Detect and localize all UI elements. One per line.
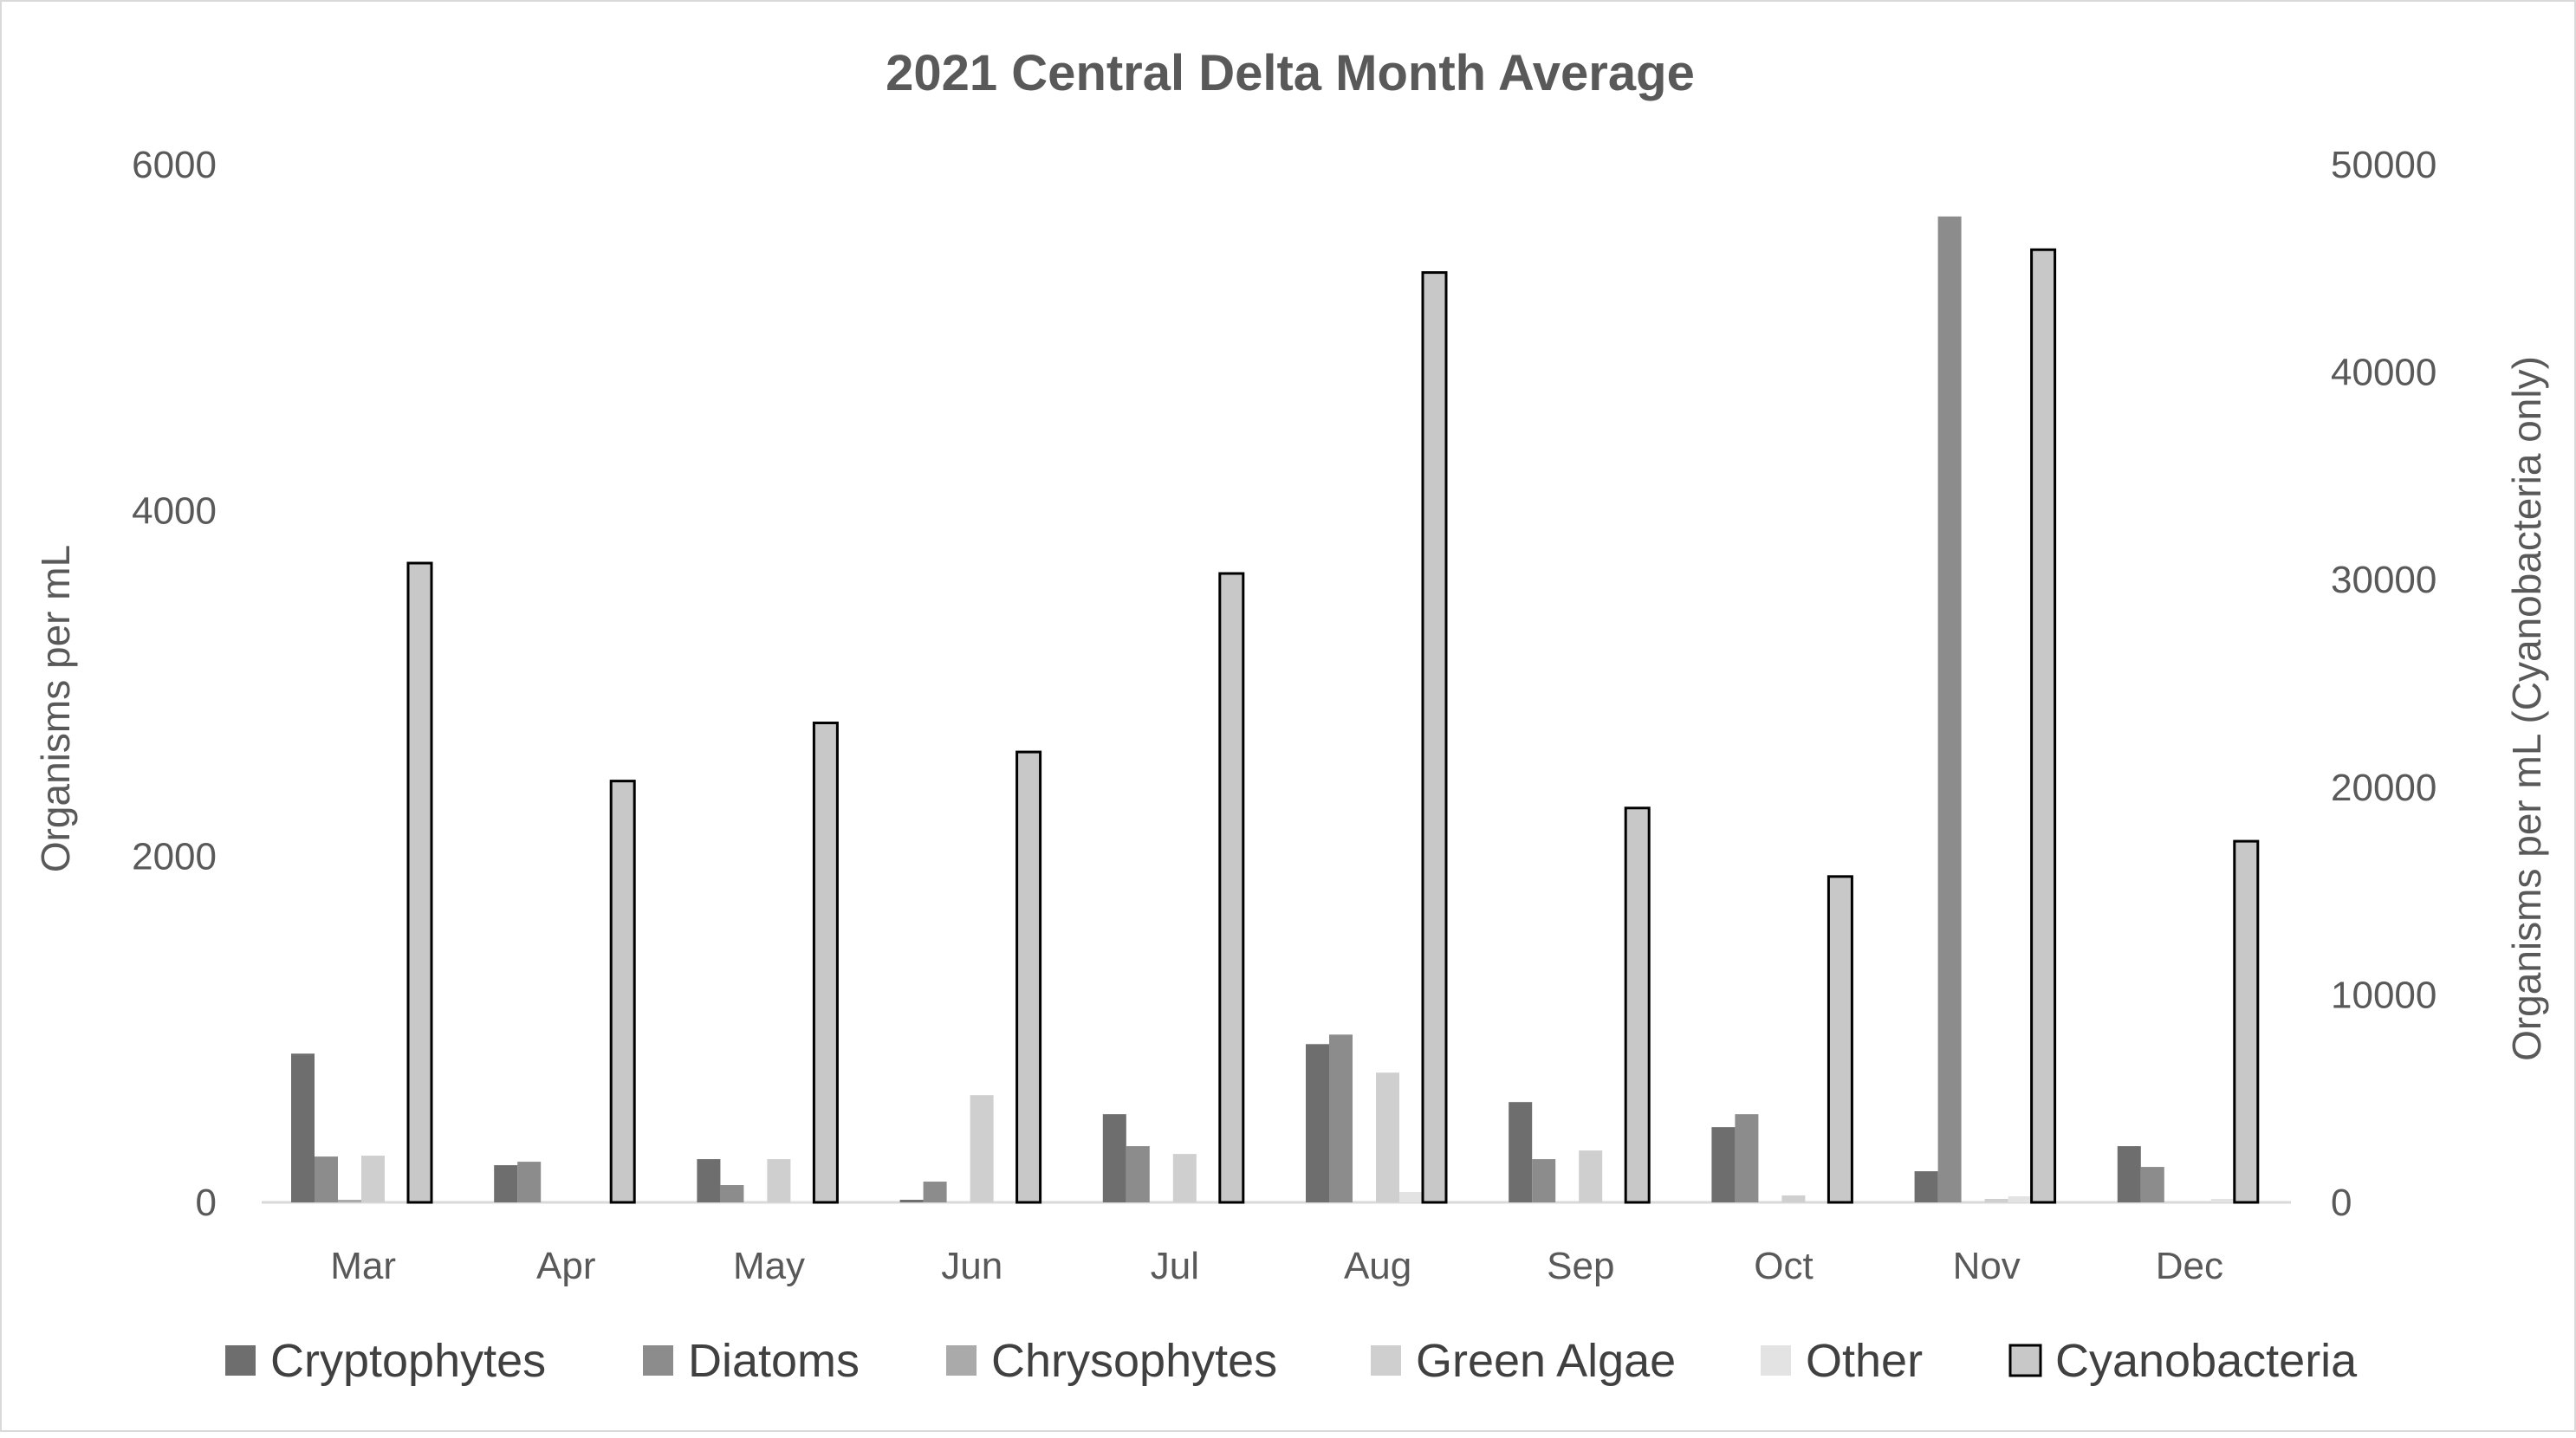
left-y-tick-label: 6000 — [132, 144, 217, 186]
bar-cyanobacteria-mar — [406, 561, 433, 1204]
left-y-tick-label: 4000 — [132, 489, 217, 532]
legend-label: Chrysophytes — [991, 1335, 1277, 1387]
legend-swatch-other — [1761, 1345, 1791, 1376]
bar-cryptophytes-aug — [1306, 1044, 1329, 1202]
bar-cyanobacteria-nov — [2030, 248, 2057, 1204]
bar-diatoms-nov — [1937, 216, 1962, 1202]
bar-cyanobacteria-apr — [609, 780, 636, 1204]
right-y-tick-label: 20000 — [2331, 767, 2436, 809]
bar-cryptophytes-dec — [2117, 1146, 2141, 1202]
bar-cryptophytes-oct — [1711, 1127, 1736, 1202]
right-y-tick-label: 0 — [2331, 1182, 2352, 1224]
right-y-tick-label: 40000 — [2331, 352, 2436, 394]
x-tick-label: Aug — [1344, 1245, 1411, 1287]
right-y-axis-label: Organisms per mL (Cyanobacteria only) — [2504, 356, 2549, 1061]
right-y-tick-label: 10000 — [2331, 974, 2436, 1016]
bars-group — [291, 216, 2260, 1204]
bar-other-nov — [2008, 1196, 2032, 1202]
bar-diatoms-apr — [517, 1162, 542, 1202]
bar-cyanobacteria-sep — [1624, 806, 1651, 1204]
bar-diatoms-jun — [923, 1182, 947, 1202]
x-tick-label: Dec — [2156, 1245, 2223, 1287]
x-tick-label: Oct — [1754, 1245, 1813, 1287]
left-y-tick-label: 0 — [196, 1182, 217, 1224]
legend-swatch-chrysophytes — [946, 1345, 977, 1376]
legend-swatch-diatoms — [643, 1345, 673, 1376]
bar-green-algae-aug — [1376, 1072, 1399, 1202]
bar-green-algae-nov — [1984, 1199, 2008, 1202]
bar-cryptophytes-sep — [1509, 1102, 1533, 1202]
bar-green-algae-oct — [1781, 1195, 1806, 1202]
legend-swatch-cyanobacteria — [2008, 1344, 2042, 1377]
x-axis: Mar Apr May Jun Jul Aug Sep Oct Nov Dec — [330, 1245, 2223, 1287]
legend-label: Diatoms — [688, 1335, 860, 1387]
bar-other-dec — [2210, 1199, 2235, 1202]
bar-diatoms-sep — [1532, 1159, 1556, 1202]
x-tick-label: May — [733, 1245, 805, 1287]
legend-label: Other — [1806, 1335, 1923, 1387]
right-y-tick-label: 30000 — [2331, 559, 2436, 601]
right-y-tick-label: 50000 — [2331, 144, 2436, 186]
x-tick-label: Jul — [1151, 1245, 1199, 1287]
bar-other-aug — [1399, 1192, 1423, 1202]
bar-diatoms-mar — [315, 1156, 338, 1202]
left-y-tick-label: 2000 — [132, 836, 217, 878]
legend-label: Cryptophytes — [270, 1335, 546, 1387]
bar-cyanobacteria-jun — [1015, 750, 1042, 1204]
x-tick-label: Apr — [536, 1245, 595, 1287]
bar-cryptophytes-jun — [899, 1200, 924, 1202]
bar-cryptophytes-nov — [1914, 1171, 1938, 1202]
bar-cyanobacteria-dec — [2233, 839, 2260, 1204]
bar-green-algae-jul — [1172, 1154, 1197, 1202]
bar-green-algae-mar — [361, 1156, 385, 1202]
bar-diatoms-oct — [1735, 1114, 1759, 1202]
legend-label: Cyanobacteria — [2055, 1335, 2358, 1387]
bar-cryptophytes-jul — [1102, 1114, 1126, 1202]
legend-swatch-cryptophytes — [225, 1345, 256, 1376]
bar-cryptophytes-may — [697, 1159, 721, 1202]
bar-green-algae-may — [767, 1159, 791, 1202]
legend-label: Green Algae — [1416, 1335, 1676, 1387]
legend: Cryptophytes Diatoms Chrysophytes Green Alg… — [225, 1335, 2358, 1387]
bar-cryptophytes-apr — [494, 1165, 518, 1202]
bar-cryptophytes-mar — [291, 1053, 315, 1202]
bar-chrysophytes-mar — [338, 1200, 361, 1202]
bar-green-algae-jun — [970, 1095, 994, 1202]
bar-green-algae-sep — [1579, 1150, 1603, 1202]
x-tick-label: Sep — [1547, 1245, 1614, 1287]
bar-cyanobacteria-aug — [1421, 271, 1448, 1204]
bar-cyanobacteria-jul — [1218, 572, 1245, 1204]
x-tick-label: Mar — [330, 1245, 396, 1287]
left-y-axis-label: Organisms per mL — [33, 545, 78, 872]
bar-diatoms-may — [720, 1185, 744, 1202]
bar-diatoms-aug — [1329, 1034, 1353, 1202]
bar-diatoms-jul — [1126, 1146, 1150, 1202]
legend-swatch-green-algae — [1371, 1345, 1401, 1376]
left-y-axis: 0 2000 4000 6000 — [132, 144, 217, 1224]
bar-cyanobacteria-oct — [1827, 875, 1853, 1204]
right-y-axis: 0 10000 20000 30000 40000 50000 — [2331, 144, 2436, 1224]
bar-cyanobacteria-may — [812, 722, 839, 1204]
x-tick-label: Jun — [941, 1245, 1002, 1287]
chart-title: 2021 Central Delta Month Average — [886, 45, 1695, 101]
x-tick-label: Nov — [1953, 1245, 2021, 1287]
bar-diatoms-dec — [2140, 1167, 2164, 1202]
